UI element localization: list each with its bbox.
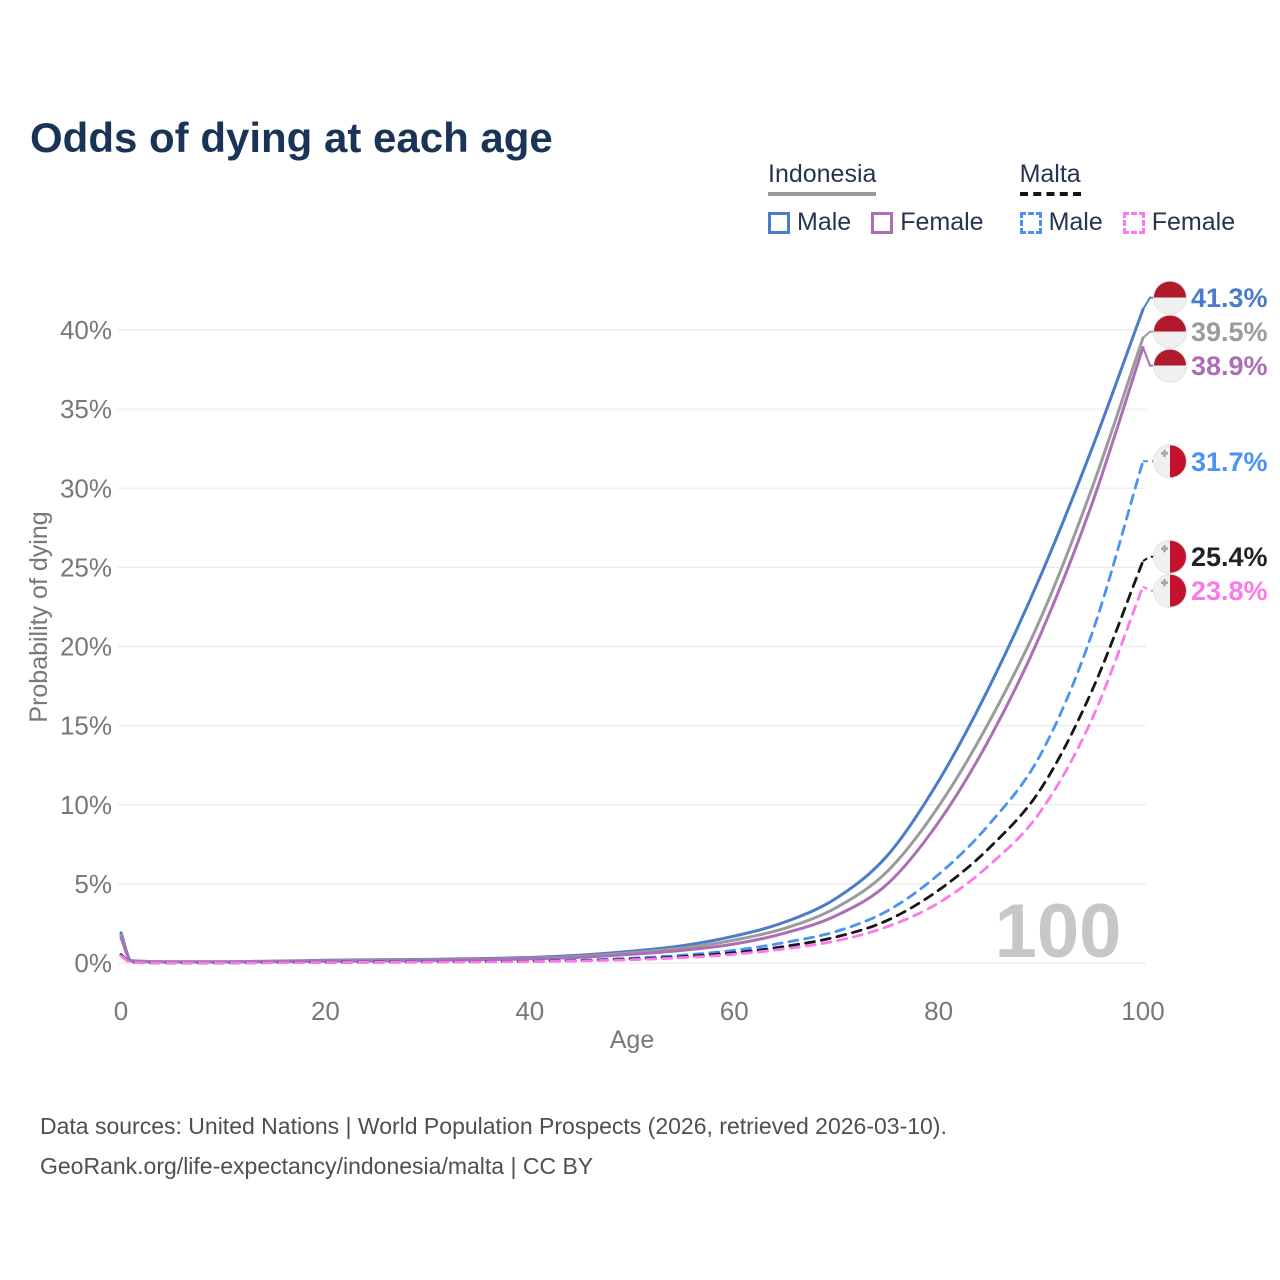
page-title: Odds of dying at each age [30, 114, 553, 162]
end-value-label-indonesia-male: 41.3% [1191, 283, 1268, 313]
indonesia-flag-icon [1153, 280, 1187, 315]
malta-flag-icon [1153, 444, 1187, 479]
y-tick-label: 40% [60, 315, 112, 345]
age-cursor-label: 100 [995, 889, 1122, 974]
legend-group-malta: Malta Male Female [1019, 160, 1236, 237]
legend-item-label: Female [900, 208, 984, 236]
legend-item-label: Male [797, 208, 852, 236]
legend-items-row: Male Female [1019, 208, 1236, 237]
legend-item-label: Female [1151, 208, 1236, 236]
legend-item-indonesia-female[interactable]: Female [871, 208, 984, 237]
legend-item-label: Male [1048, 208, 1103, 236]
y-tick-label: 10% [60, 790, 112, 820]
indonesia-flag-icon [1153, 314, 1187, 349]
y-axis-title: Probability of dying [25, 511, 53, 722]
data-sources-line: Data sources: United Nations | World Pop… [40, 1113, 947, 1139]
legend-item-indonesia-male[interactable]: Male [768, 208, 851, 237]
end-value-label-malta-male: 31.7% [1191, 447, 1268, 477]
chart-legend: Indonesia Male Female Malta Male Female [768, 160, 1235, 237]
legend-country-indonesia[interactable]: Indonesia [768, 160, 877, 196]
x-tick-label: 100 [1121, 996, 1164, 1026]
malta-flag-icon [1153, 539, 1187, 574]
x-axis-title: Age [610, 1026, 654, 1054]
legend-group-indonesia: Indonesia Male Female [768, 160, 984, 237]
y-tick-label: 15% [60, 711, 112, 741]
attribution-line: GeoRank.org/life-expectancy/indonesia/ma… [40, 1153, 594, 1179]
end-value-label-malta-female: 23.8% [1191, 576, 1268, 606]
y-tick-label: 30% [60, 473, 112, 503]
legend-swatch-icon [768, 211, 790, 234]
y-tick-label: 35% [60, 394, 112, 424]
legend-item-malta-female[interactable]: Female [1122, 208, 1236, 237]
legend-item-malta-male[interactable]: Male [1019, 208, 1103, 237]
x-tick-label: 40 [515, 996, 544, 1026]
legend-swatch-icon [1019, 211, 1042, 234]
y-tick-label: 0% [74, 948, 112, 978]
malta-flag-icon [1153, 573, 1187, 608]
legend-country-malta[interactable]: Malta [1019, 160, 1081, 196]
end-value-label-indonesia-female: 38.9% [1191, 351, 1268, 381]
chart-footer: Data sources: United Nations | World Pop… [40, 1106, 947, 1186]
x-tick-label: 60 [720, 996, 749, 1026]
series-line-malta-female[interactable] [119, 585, 1145, 965]
x-tick-label: 80 [924, 996, 953, 1026]
plot-area[interactable] [121, 282, 1143, 963]
y-tick-label: 25% [60, 552, 112, 582]
x-tick-label: 20 [311, 996, 340, 1026]
indonesia-flag-icon [1153, 348, 1187, 383]
legend-swatch-icon [871, 211, 894, 234]
end-value-label-indonesia-both: 39.5% [1191, 317, 1268, 347]
legend-swatch-icon [1122, 211, 1145, 234]
x-tick-label: 0 [114, 996, 128, 1026]
end-value-label-malta-both: 25.4% [1191, 542, 1268, 572]
y-tick-label: 20% [60, 632, 112, 662]
y-tick-label: 5% [74, 869, 112, 899]
legend-items-row: Male Female [768, 208, 984, 237]
